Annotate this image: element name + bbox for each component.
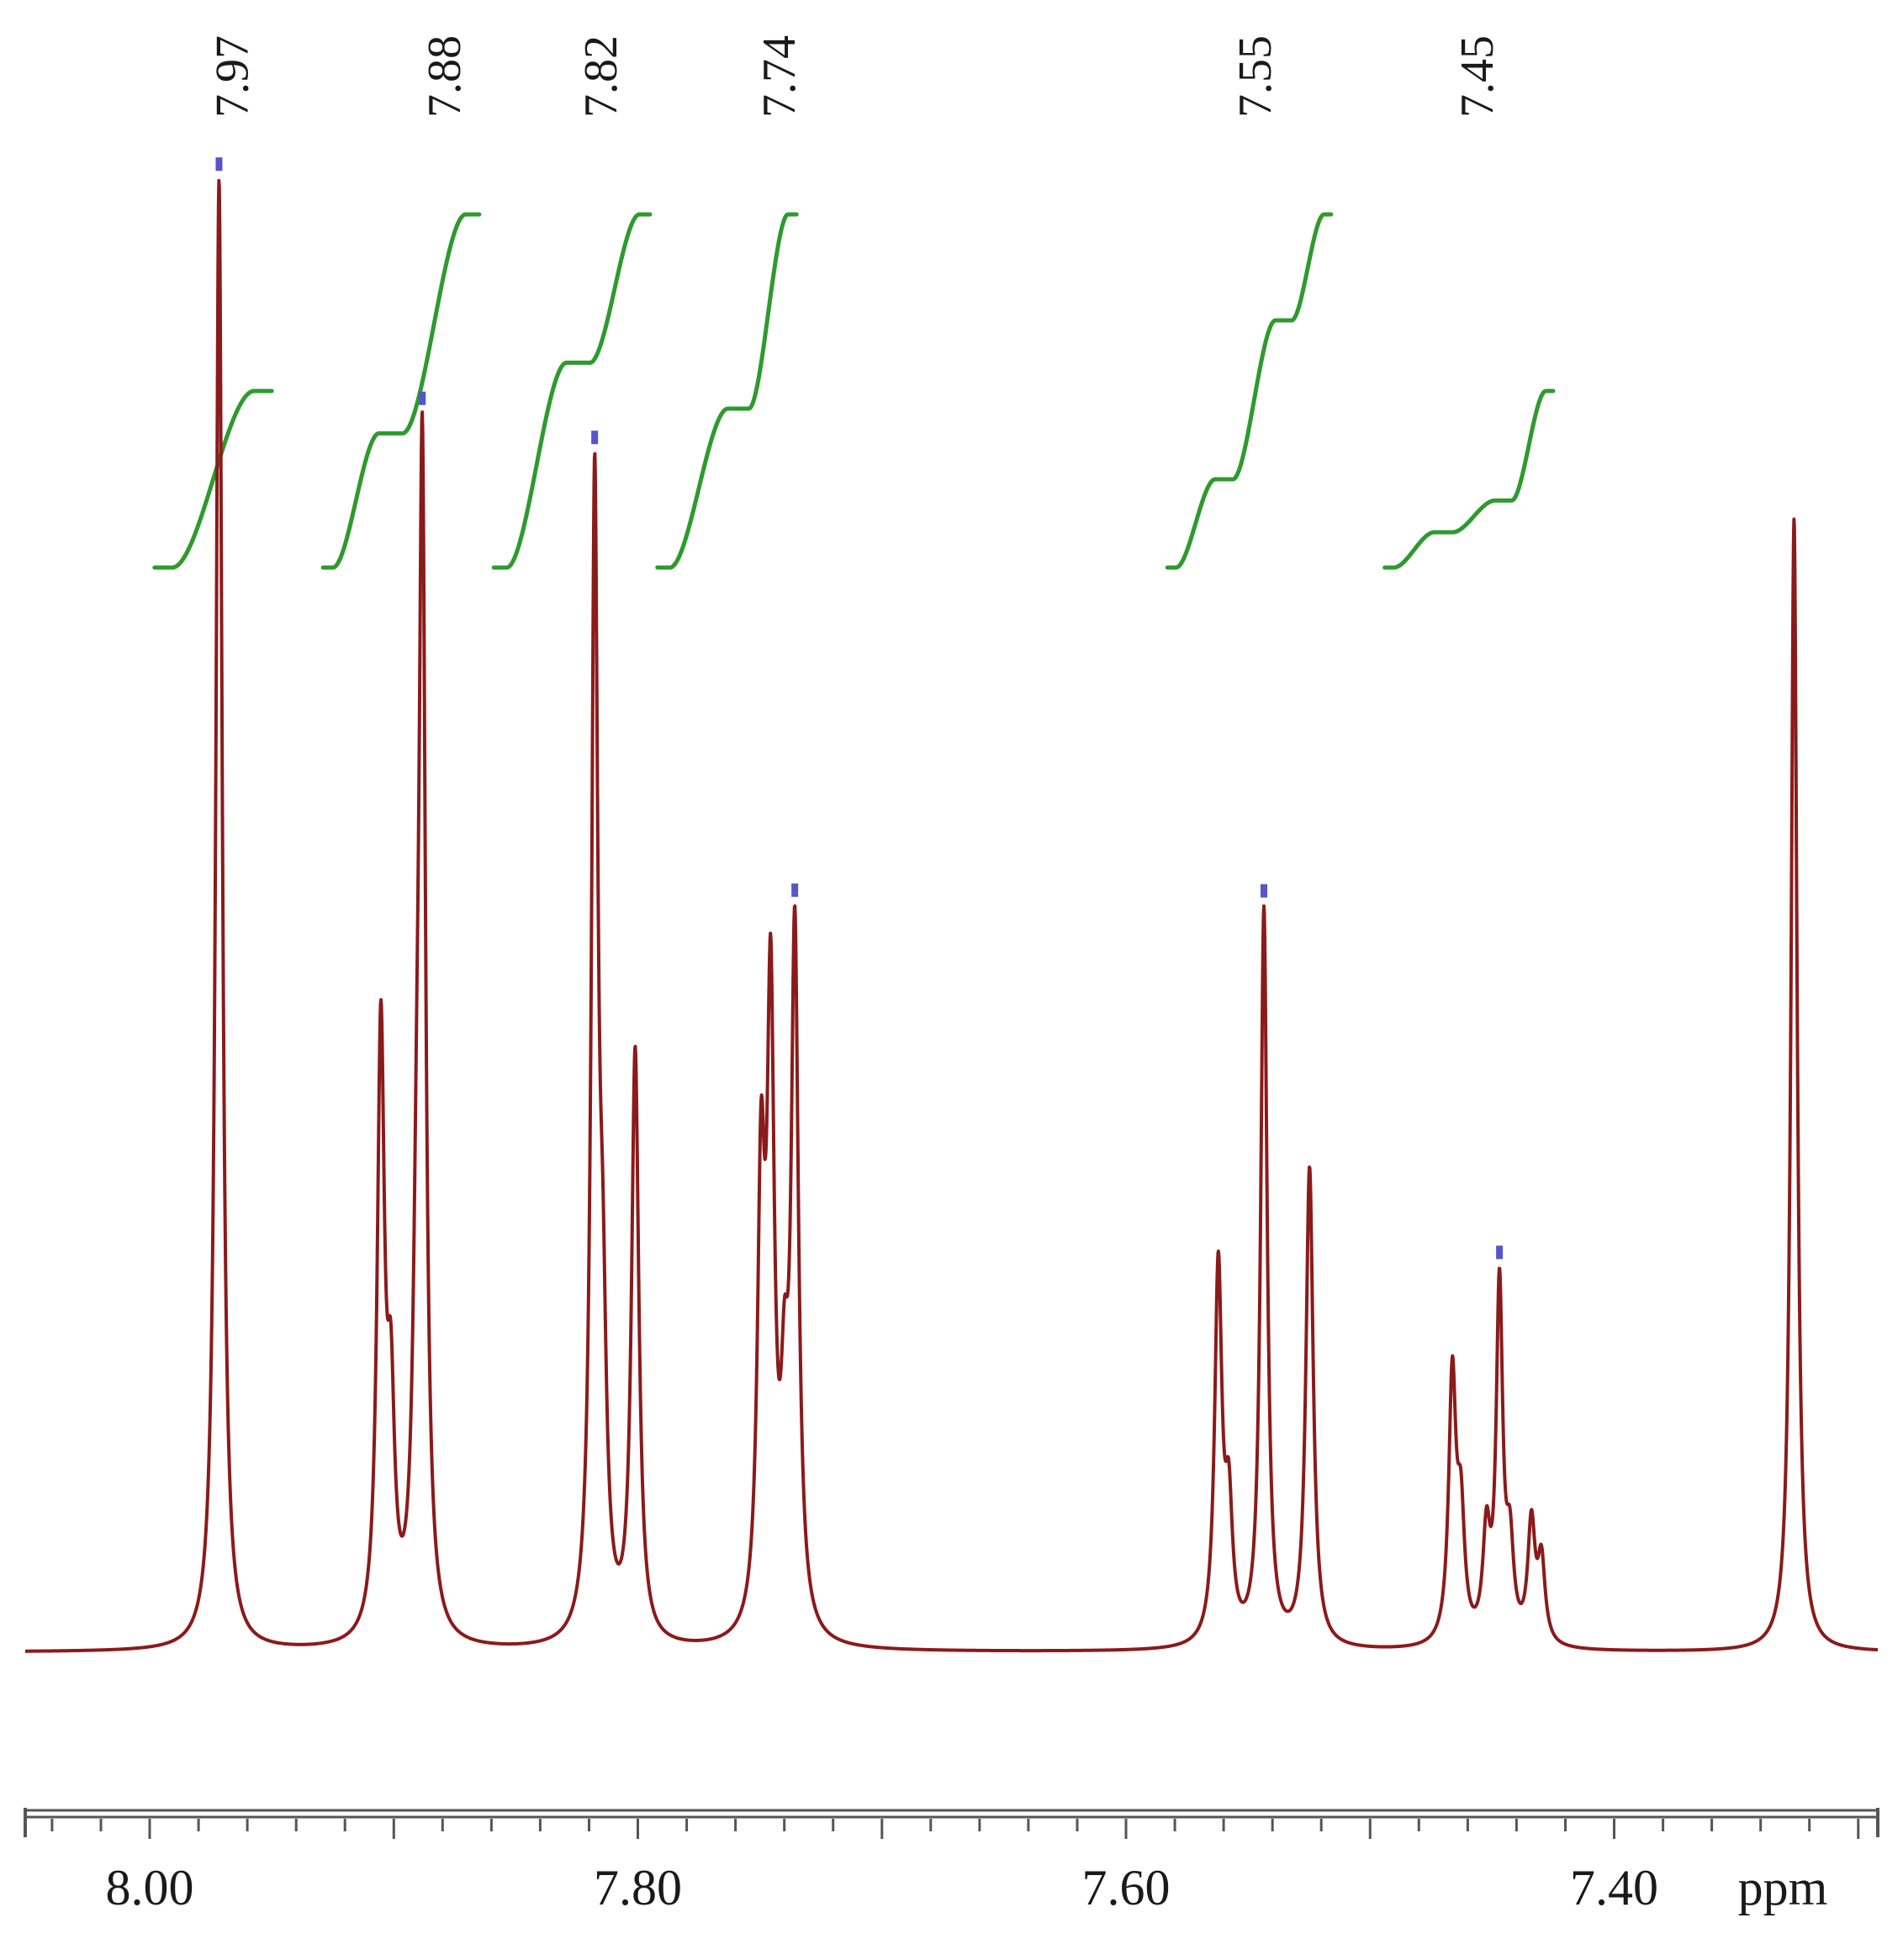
x-axis-ticks (50, 1819, 1860, 1839)
peak-label-2: 7.88 (419, 35, 471, 118)
peak-label-1: 7.97 (207, 35, 259, 118)
integral-curve-1 (152, 388, 274, 570)
integral-curve-5 (1165, 212, 1334, 570)
peak-marker-5 (1261, 884, 1268, 898)
spectrum-trace (24, 178, 1879, 1653)
peak-labels: 7.97 7.88 7.82 7.74 7.55 7.45 (207, 35, 1504, 118)
x-tick-label-3: 7.60 (1082, 1860, 1171, 1915)
x-tick-label-2: 7.80 (594, 1860, 682, 1915)
integral-curve-2 (320, 212, 482, 570)
x-tick-label-1: 8.00 (106, 1860, 194, 1915)
x-axis-unit-label: ppm (1738, 1860, 1828, 1915)
integral-curve-4 (655, 212, 799, 570)
peak-marker-3 (591, 431, 599, 445)
peak-marker-2 (419, 391, 426, 405)
integral-curve-3 (491, 212, 653, 570)
peak-marker-4 (791, 883, 799, 897)
peak-label-6: 7.45 (1451, 35, 1504, 118)
x-axis-tick-labels: 8.00 7.80 7.60 7.40 (106, 1860, 1659, 1915)
spectrum-layer (24, 178, 1879, 1653)
peak-marker-6 (1496, 1245, 1504, 1260)
integral-curve-6 (1382, 388, 1556, 570)
x-tick-label-4: 7.40 (1570, 1860, 1658, 1915)
x-axis: 8.00 7.80 7.60 7.40 ppm (24, 1808, 1879, 1915)
peak-label-3: 7.82 (575, 35, 627, 118)
peak-label-4: 7.74 (753, 35, 806, 118)
peak-marker-1 (215, 157, 223, 172)
peak-pick-markers (215, 157, 1504, 1260)
integral-curves (152, 212, 1556, 570)
peak-label-5: 7.55 (1229, 35, 1282, 118)
